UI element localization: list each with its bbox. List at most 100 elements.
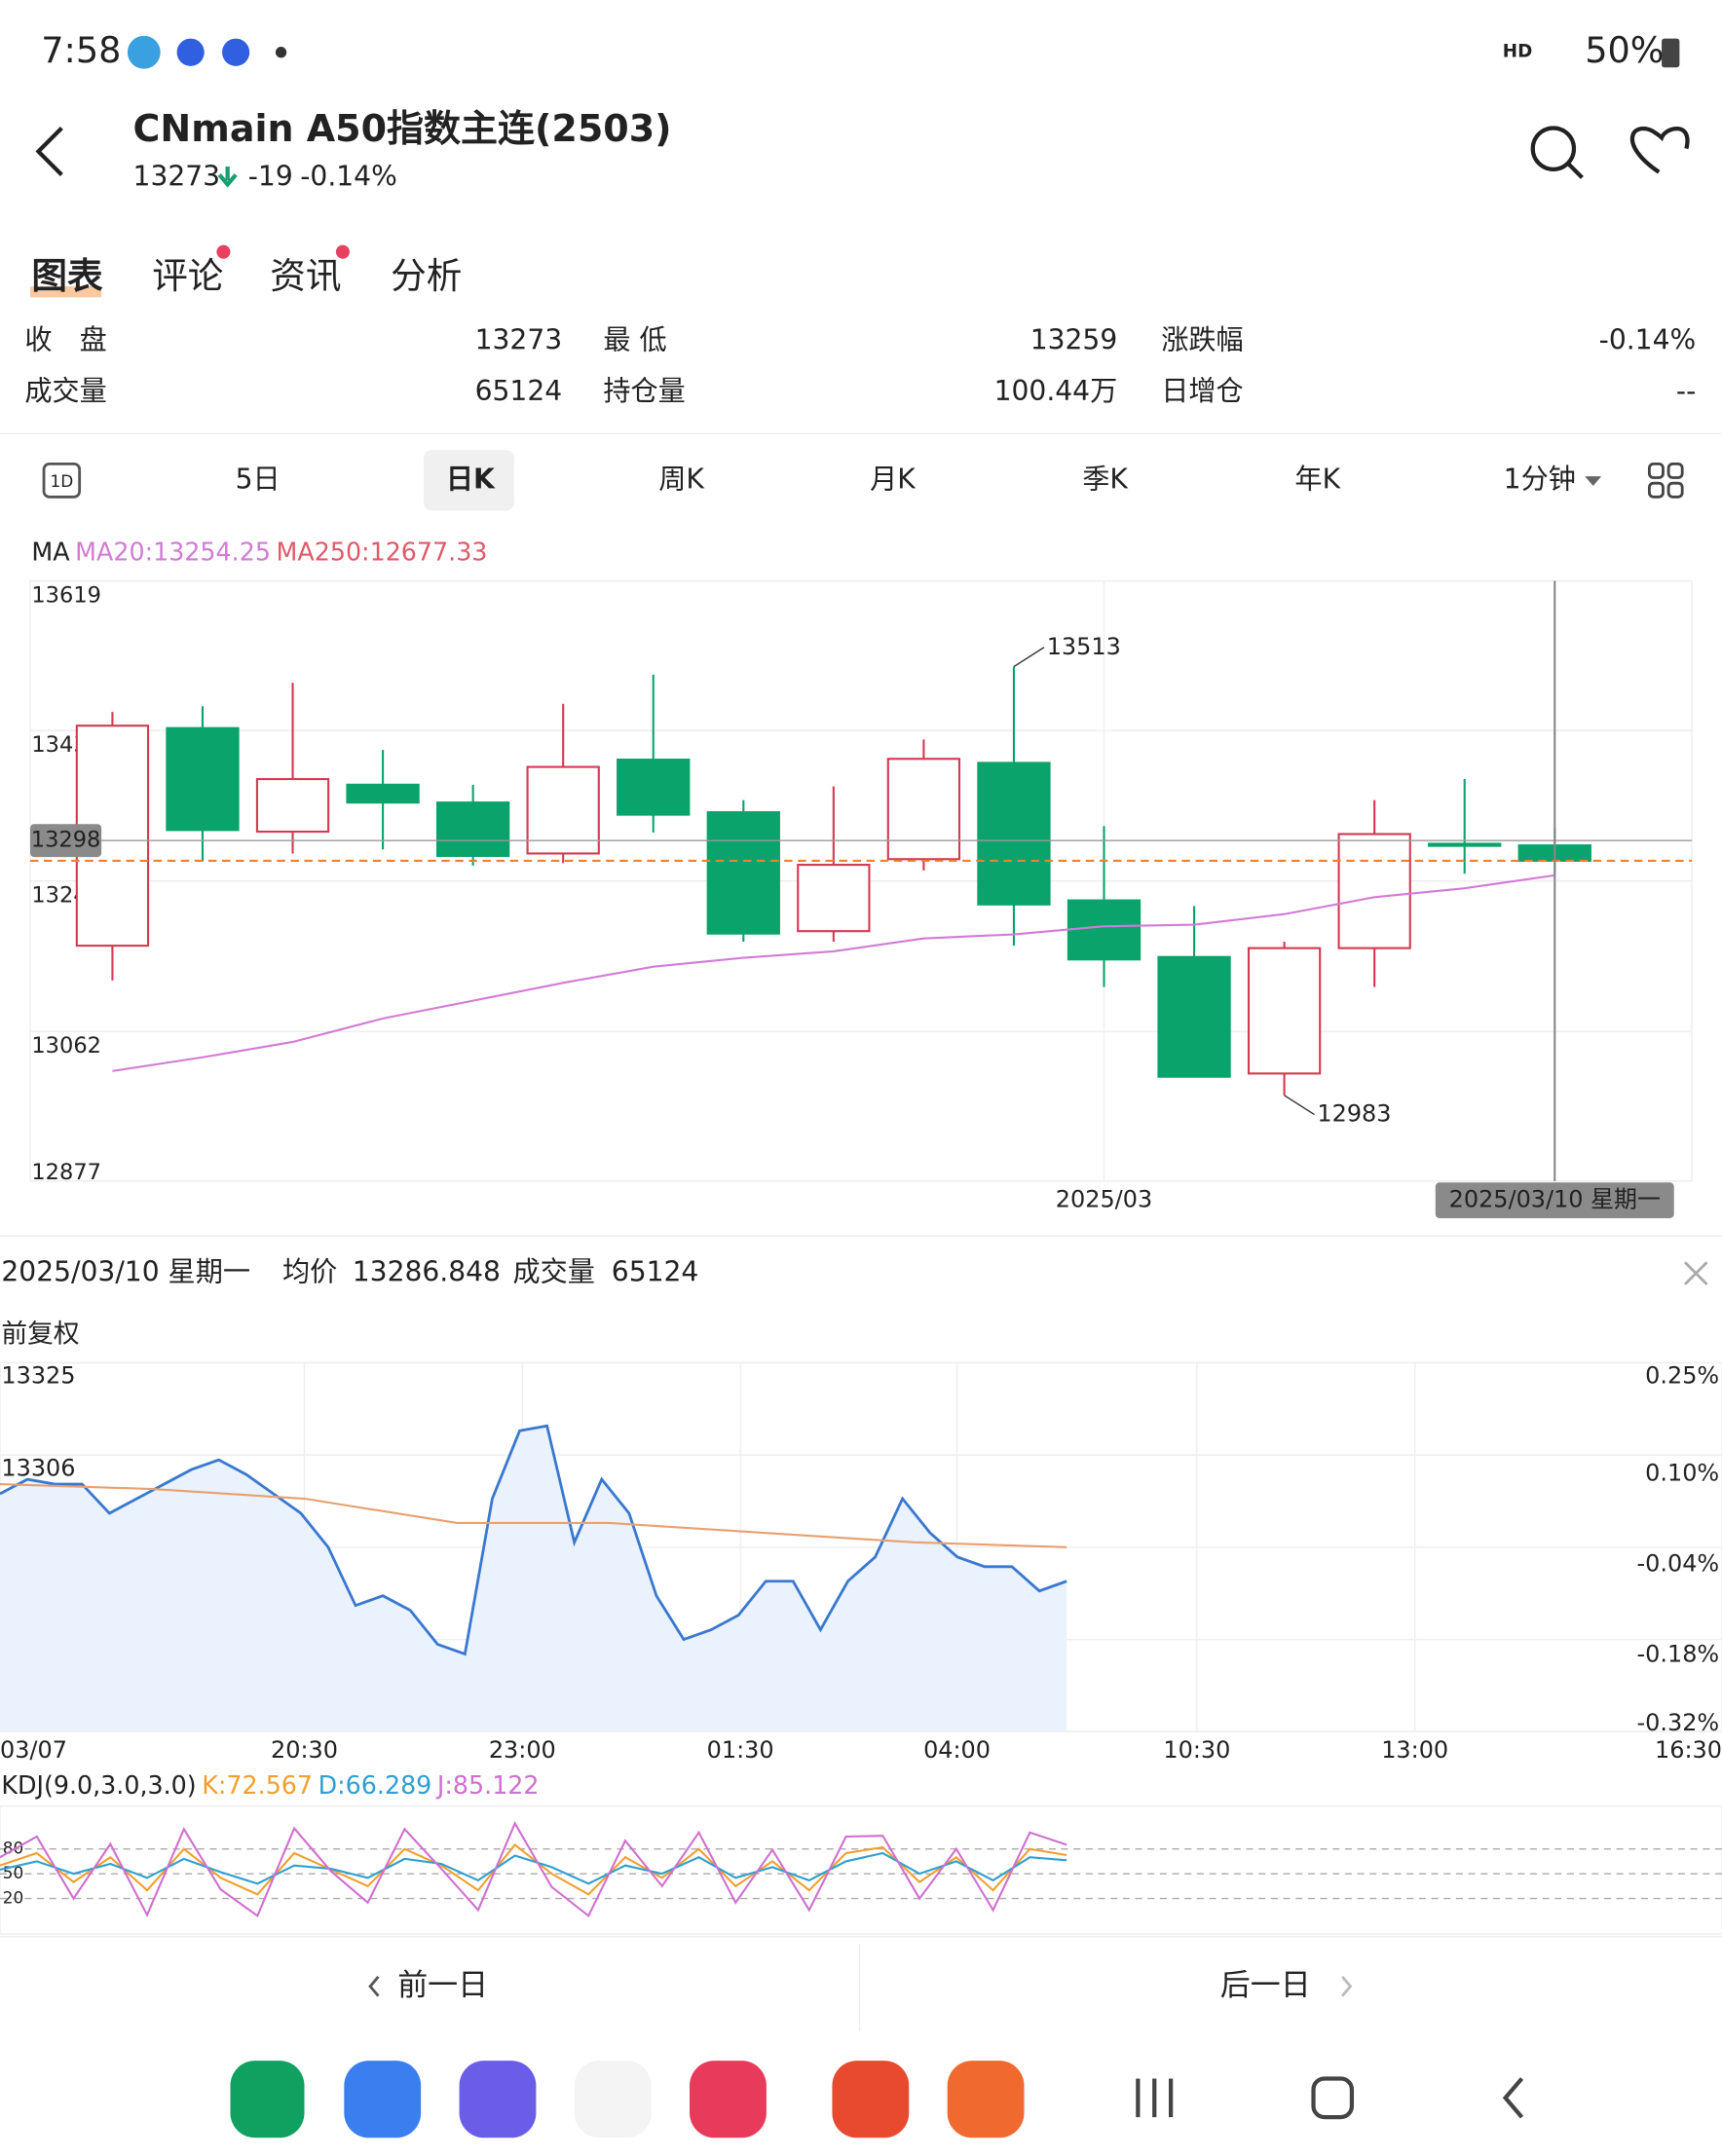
kdj-line xyxy=(0,1821,1067,1918)
close-button[interactable] xyxy=(1683,1261,1708,1285)
clock: 7:58 xyxy=(41,29,121,71)
price-marker-label: 13298 xyxy=(31,828,101,853)
period[interactable]: 年K xyxy=(1294,463,1341,495)
app-icon[interactable] xyxy=(574,2061,652,2138)
prev-arrow xyxy=(368,1975,380,1997)
back-button[interactable] xyxy=(35,126,63,177)
quote-cell: -- xyxy=(1676,375,1696,407)
x-tick-label: 10:30 xyxy=(1163,1736,1230,1764)
ma-title: MA xyxy=(31,537,70,566)
badge xyxy=(335,244,350,259)
change-pct: -0.14% xyxy=(300,160,397,192)
dropdown xyxy=(1585,476,1602,486)
candle-body xyxy=(166,726,240,832)
title: CNmain A50指数主连(2503) xyxy=(133,107,672,150)
candle-body xyxy=(1428,842,1502,847)
period[interactable]: 季K xyxy=(1082,463,1129,495)
search-button[interactable] xyxy=(1530,126,1577,171)
adjust-label: 前复权 xyxy=(1,1320,79,1350)
change: -19 xyxy=(248,160,293,192)
app-icon[interactable] xyxy=(947,2061,1025,2138)
min-label: 12983 xyxy=(1317,1100,1391,1128)
kdj-legend: KDJ(9.0,3.0,3.0) K:72.567 D:66.289 J:85.122 xyxy=(1,1770,539,1800)
grid-icon[interactable] xyxy=(1647,462,1684,499)
max-label: 13513 xyxy=(1047,633,1121,660)
period[interactable]: 周K xyxy=(658,463,705,495)
period-icon[interactable] xyxy=(42,462,82,499)
period-selected xyxy=(423,450,514,511)
app-icon[interactable] xyxy=(690,2061,767,2138)
candle-body xyxy=(706,811,780,935)
y2-tick-label: 0.25% xyxy=(1645,1362,1719,1390)
period-icon-text: 1D xyxy=(50,471,73,491)
app-icon[interactable] xyxy=(459,2061,537,2138)
y2-tick-label: 0.10% xyxy=(1645,1459,1719,1486)
legend-entry: MA250:12677.33 xyxy=(277,537,488,566)
quote-cell: 13273 xyxy=(475,324,563,356)
search-handle xyxy=(1566,162,1584,179)
next-day[interactable]: 后一日 xyxy=(1220,1968,1311,2003)
legend-entry: J:85.122 xyxy=(435,1770,540,1800)
prev-day[interactable]: 前一日 xyxy=(397,1968,488,2003)
annotation-line xyxy=(1284,1095,1315,1116)
tab[interactable]: 资讯 xyxy=(270,255,341,297)
x-tick-label: 23:00 xyxy=(489,1736,556,1764)
back[interactable] xyxy=(1502,2077,1524,2119)
y2-tick-label: -0.04% xyxy=(1637,1549,1720,1577)
price: 13273 xyxy=(133,160,221,192)
candle-body xyxy=(797,864,871,933)
period[interactable]: 1分钟 xyxy=(1504,463,1576,495)
candle-body xyxy=(886,758,961,861)
favorite-button[interactable] xyxy=(1629,126,1690,174)
x-tick-label: 16:30 xyxy=(1655,1736,1722,1764)
battery: 50% xyxy=(1585,29,1664,71)
app-icon[interactable] xyxy=(344,2061,422,2138)
next-arrow xyxy=(1341,1975,1353,1997)
status-dot xyxy=(275,47,287,58)
info-date: 2025/03/10 星期一 xyxy=(1,1256,250,1288)
x-tick-label: 03/07 xyxy=(0,1736,67,1764)
period[interactable]: 5日 xyxy=(236,463,281,495)
tab[interactable]: 分析 xyxy=(391,255,462,297)
recents[interactable] xyxy=(1136,2078,1174,2118)
x-tick-label: 2025/03 xyxy=(1056,1186,1152,1213)
quote-cell: 日增仓 xyxy=(1161,375,1243,407)
annotation-line xyxy=(1013,647,1045,668)
tab[interactable]: 评论 xyxy=(152,255,223,297)
x-tick-label: 13:00 xyxy=(1381,1736,1448,1764)
y-tick-label: 12877 xyxy=(31,1160,101,1185)
candle-body xyxy=(255,777,330,834)
status-icon xyxy=(222,38,250,66)
candle-body xyxy=(1247,947,1322,1075)
quote-cell: 持仓量 xyxy=(603,375,685,407)
quote-cell: 13259 xyxy=(1030,324,1118,356)
quote-cell: 65124 xyxy=(475,375,563,407)
candle-body xyxy=(346,783,420,804)
legend-entry: MA20:13254.25 xyxy=(75,537,271,566)
status-icon xyxy=(127,35,161,69)
home[interactable] xyxy=(1311,2076,1355,2120)
candle-body xyxy=(977,762,1051,906)
period[interactable]: 月K xyxy=(870,463,917,495)
y-tick-label: 20 xyxy=(3,1888,23,1908)
badge xyxy=(216,244,231,259)
price-marker-box xyxy=(29,824,102,858)
down-arrow xyxy=(217,167,238,188)
hd: HD xyxy=(1503,42,1532,62)
kdj-line xyxy=(0,1851,1067,1885)
y-tick-label: 13619 xyxy=(31,583,101,609)
y-tick-label: 13325 xyxy=(1,1362,75,1390)
candle-body xyxy=(435,801,510,857)
app-icon[interactable] xyxy=(230,2061,305,2138)
app-icon[interactable] xyxy=(832,2061,910,2138)
x-tick-label: 01:30 xyxy=(707,1736,774,1764)
candle-body xyxy=(617,759,691,816)
status-icon xyxy=(176,38,205,66)
tab[interactable]: 图表 xyxy=(31,255,103,297)
period[interactable]: 日K xyxy=(446,463,496,495)
vol-label: 成交量 xyxy=(512,1256,594,1288)
crosshair-label: 2025/03/10 星期一 xyxy=(1449,1186,1661,1213)
crosshair-box xyxy=(1435,1182,1674,1219)
tab-underline xyxy=(29,286,102,298)
